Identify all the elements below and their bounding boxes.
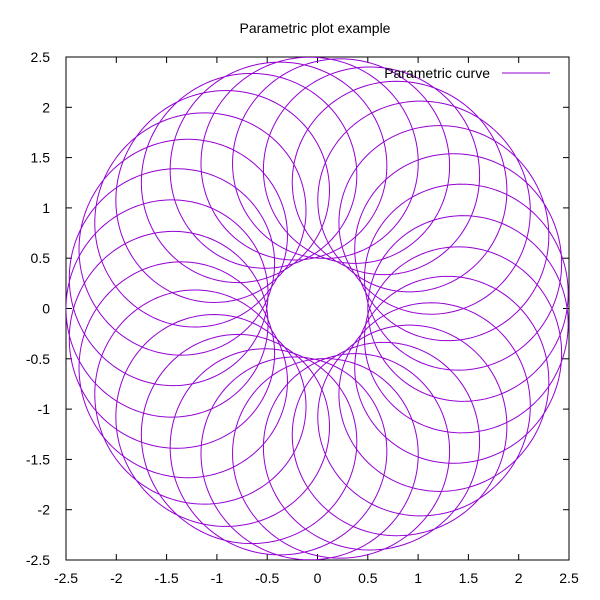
y-tick-label: 2.5 bbox=[31, 49, 51, 65]
y-tick-label: -2.5 bbox=[26, 552, 50, 568]
x-tick-label: -1 bbox=[211, 570, 224, 586]
x-tick-label: -2 bbox=[110, 570, 123, 586]
y-tick-label: -0.5 bbox=[26, 351, 50, 367]
y-tick-label: 0.5 bbox=[31, 250, 51, 266]
y-tick-label: 2 bbox=[42, 99, 50, 115]
y-tick-label: 1.5 bbox=[31, 150, 51, 166]
x-tick-label: -1.5 bbox=[155, 570, 179, 586]
x-tick-label: 2.5 bbox=[559, 570, 579, 586]
legend: Parametric curve bbox=[384, 65, 550, 81]
y-tick-label: -1.5 bbox=[26, 451, 50, 467]
x-tick-label: 1.5 bbox=[459, 570, 479, 586]
x-tick-label: -2.5 bbox=[54, 570, 78, 586]
x-tick-label: 0.5 bbox=[358, 570, 378, 586]
x-tick-label: -0.5 bbox=[255, 570, 279, 586]
y-tick-label: 1 bbox=[42, 200, 50, 216]
y-tick-label: -1 bbox=[38, 401, 51, 417]
legend-label: Parametric curve bbox=[384, 65, 490, 81]
y-tick-label: -2 bbox=[38, 502, 51, 518]
axis-ticks bbox=[65, 56, 570, 561]
chart-title: Parametric plot example bbox=[240, 20, 391, 36]
x-tick-label: 0 bbox=[314, 570, 322, 586]
x-tick-labels: -2.5 -2 -1.5 -1 -0.5 0 0.5 1 1.5 2 2.5 bbox=[54, 570, 579, 586]
parametric-curve-line bbox=[66, 57, 569, 560]
y-tick-labels: -2.5 -2 -1.5 -1 -0.5 0 0.5 1 1.5 2 2.5 bbox=[26, 49, 50, 568]
x-tick-label: 1 bbox=[414, 570, 422, 586]
y-tick-label: 0 bbox=[42, 301, 50, 317]
x-tick-label: 2 bbox=[515, 570, 523, 586]
